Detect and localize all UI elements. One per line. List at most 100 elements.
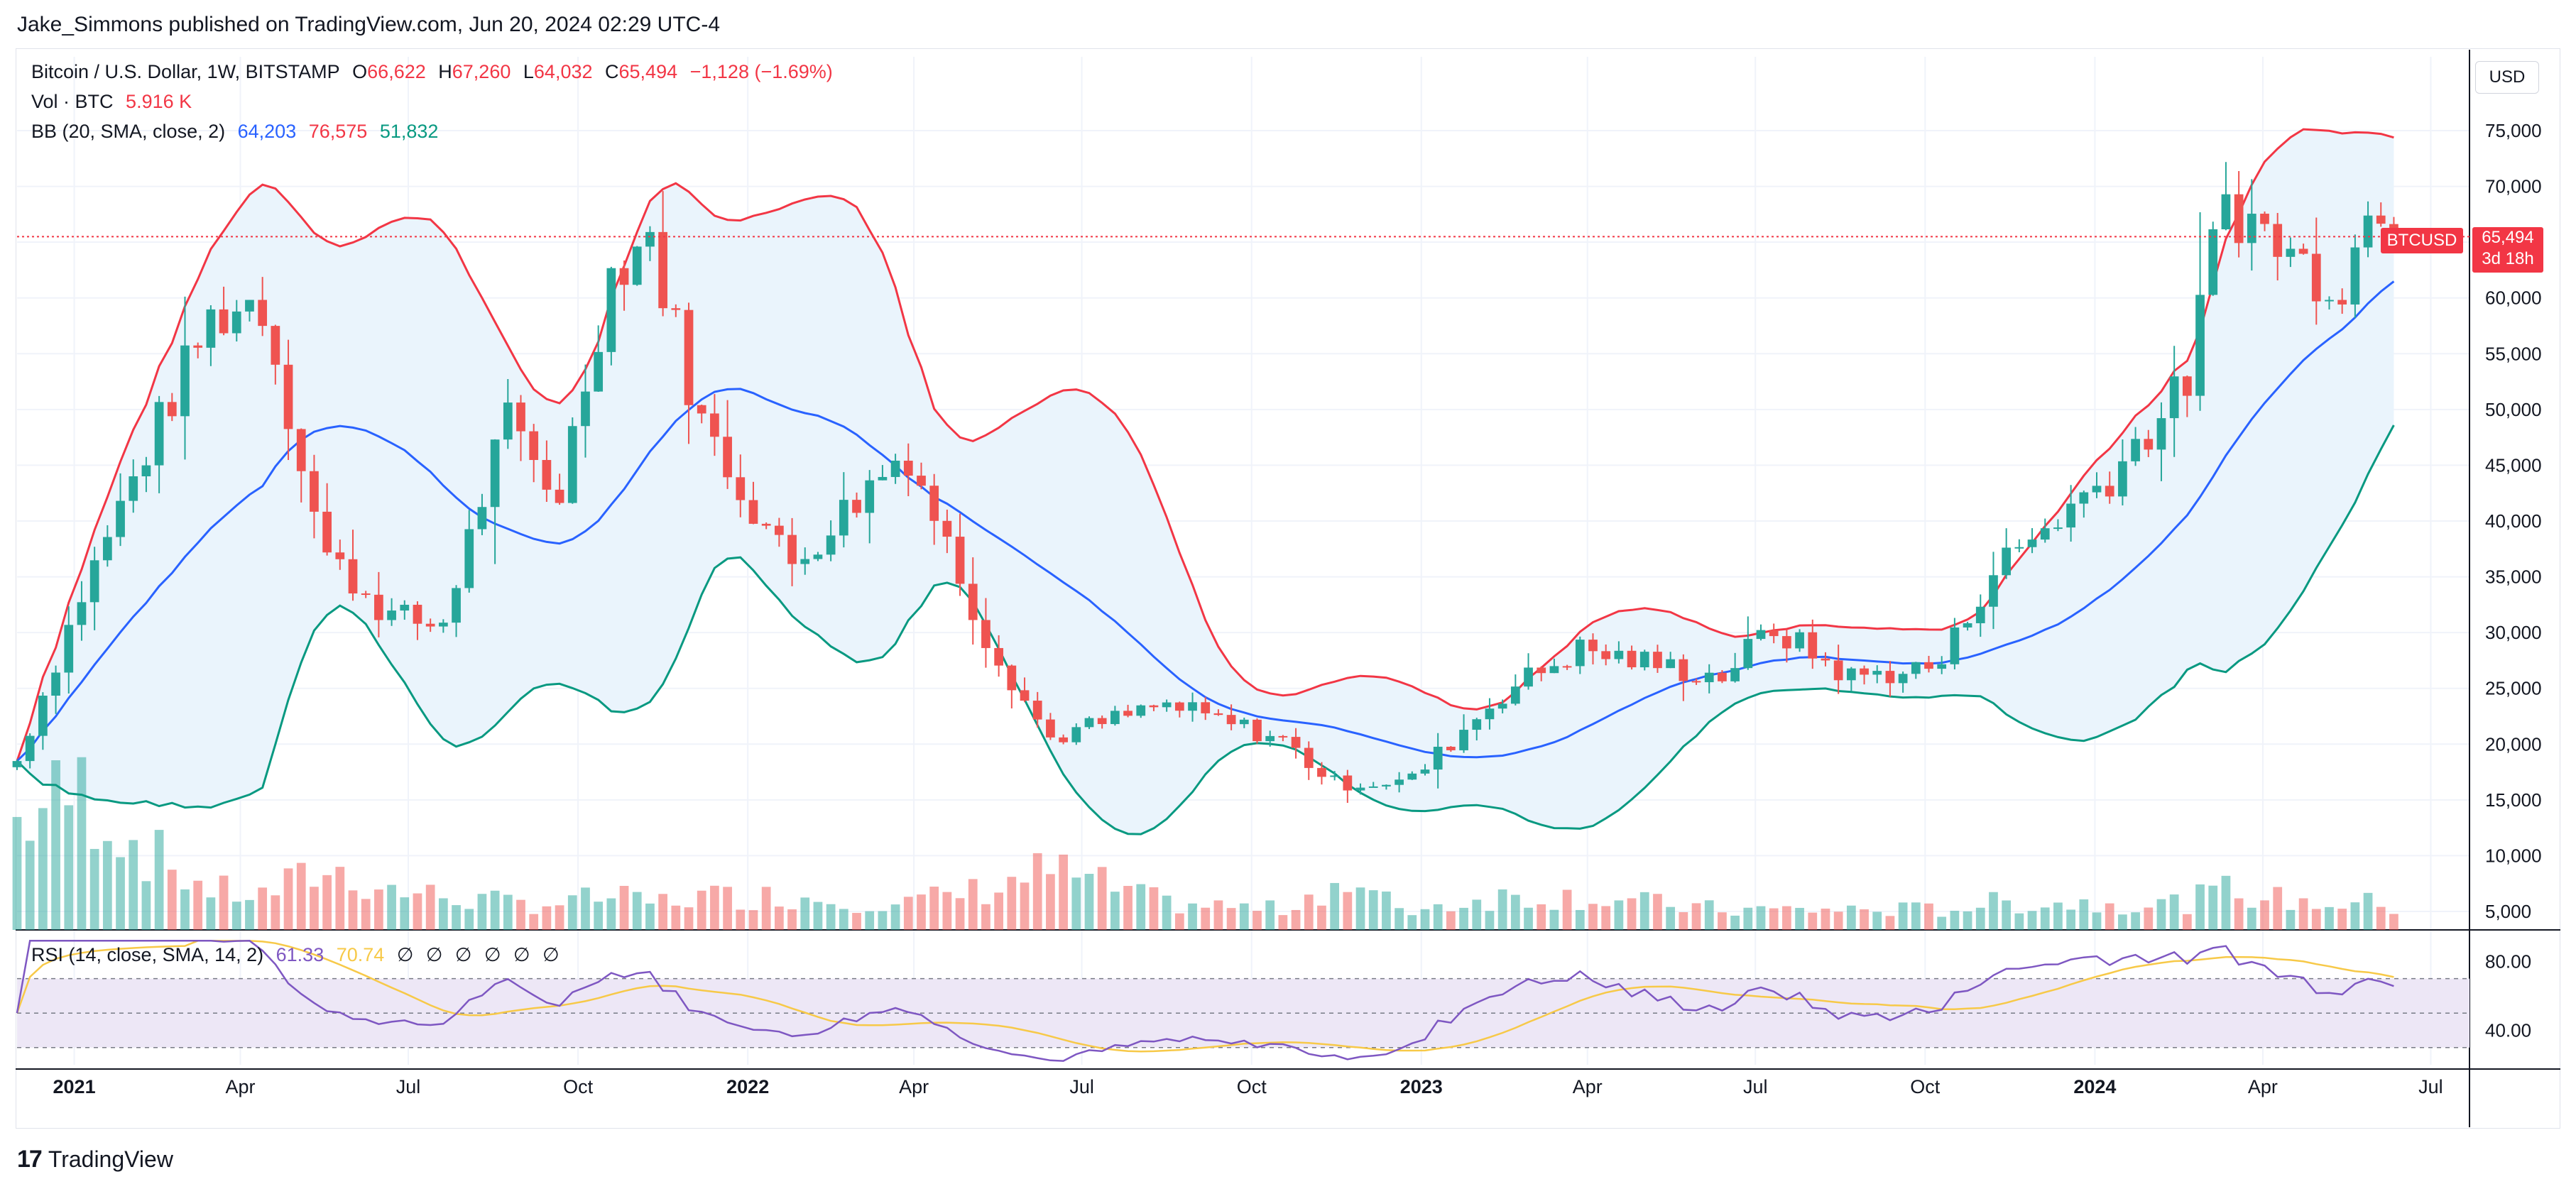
candle-body xyxy=(2376,215,2386,224)
candle-body xyxy=(1975,606,1985,623)
bollinger-band-fill xyxy=(17,129,2394,835)
candle-body xyxy=(1433,746,1443,770)
price-tick-label: 15,000 xyxy=(2485,789,2542,811)
rsi-tick-label: 40.00 xyxy=(2485,1019,2531,1041)
candle-body xyxy=(1743,639,1753,669)
candle-body xyxy=(296,429,306,471)
volume-bar xyxy=(425,884,435,930)
volume-bar xyxy=(361,899,371,930)
volume-bar xyxy=(917,894,926,930)
candle-body xyxy=(2040,528,2050,540)
volume-bar xyxy=(1446,911,1456,930)
legend-change: −1,128 (−1.69%) xyxy=(689,61,833,82)
currency-selector[interactable]: USD xyxy=(2475,61,2539,94)
candle-body xyxy=(942,520,952,537)
time-tick-label: 2023 xyxy=(1400,1076,1443,1097)
volume-bar xyxy=(813,902,823,930)
volume-bar xyxy=(839,909,848,930)
volume-bar xyxy=(2156,899,2166,930)
volume-bar xyxy=(1149,887,1159,930)
candle-body xyxy=(1162,702,1172,708)
legend-vol-value: 5.916 K xyxy=(126,91,192,112)
candle-body xyxy=(2286,248,2296,257)
legend-bb-label[interactable]: BB (20, SMA, close, 2) xyxy=(31,121,226,142)
candle-body xyxy=(2273,224,2283,257)
candle-body xyxy=(2066,503,2075,528)
candle-body xyxy=(231,311,241,334)
legend-rsi-empty-2: ∅ xyxy=(454,944,472,965)
candle-body xyxy=(529,431,539,461)
candle-body xyxy=(116,500,125,537)
time-tick-label: Jul xyxy=(2418,1076,2443,1097)
legend-rsi-empty-0: ∅ xyxy=(396,944,414,965)
volume-bar xyxy=(800,897,810,930)
candle-body xyxy=(671,308,681,310)
legend-high: H67,260 xyxy=(438,61,511,82)
volume-bar xyxy=(710,885,719,930)
candle-body xyxy=(1136,705,1146,716)
volume-bar xyxy=(671,905,681,930)
legend-symbol[interactable]: Bitcoin / U.S. Dollar, 1W, BITSTAMP xyxy=(31,61,340,82)
candle-body xyxy=(51,672,60,696)
candle-body xyxy=(1524,667,1533,687)
volume-bar xyxy=(1382,891,1391,930)
legend-bb: BB (20, SMA, close, 2) 64,203 76,575 51,… xyxy=(31,121,445,143)
volume-bar xyxy=(2273,887,2283,930)
time-tick-label: 2024 xyxy=(2073,1076,2116,1097)
candle-body xyxy=(2169,376,2179,419)
time-tick-label: Jul xyxy=(1069,1076,1094,1097)
candle-body xyxy=(1291,737,1301,748)
volume-bar xyxy=(2286,909,2296,930)
volume-bar xyxy=(1407,915,1417,930)
volume-bar xyxy=(1343,892,1353,930)
volume-bar xyxy=(1639,892,1649,930)
candle-body xyxy=(994,647,1004,666)
bollinger-lower-line xyxy=(16,424,2395,835)
candle-body xyxy=(1032,701,1042,720)
legend-bb-lower: 51,832 xyxy=(379,121,439,142)
candle-body xyxy=(1989,575,1998,607)
volume-bar xyxy=(2221,875,2231,930)
candle-body xyxy=(219,309,229,334)
candle-body xyxy=(1911,662,1921,674)
candle-body xyxy=(1756,630,1766,640)
candle-body xyxy=(2298,248,2308,254)
volume-bar xyxy=(2325,906,2334,930)
candle-body xyxy=(2053,527,2063,530)
candle-body xyxy=(1730,668,1740,681)
candle-body xyxy=(193,345,203,348)
candle-body xyxy=(2363,215,2373,248)
candle-body xyxy=(1420,769,1430,774)
candle-body xyxy=(2027,539,2037,547)
volume-bar xyxy=(219,875,229,930)
volume-bar xyxy=(154,830,164,930)
volume-bar xyxy=(1924,903,1933,930)
candle-body xyxy=(567,426,577,503)
tradingview-logo[interactable]: 17 TradingView xyxy=(17,1146,173,1173)
candle-body xyxy=(684,309,694,405)
candle-body xyxy=(1226,715,1236,725)
volume-bar xyxy=(51,760,60,930)
candle-body xyxy=(903,460,913,476)
candle-body xyxy=(826,535,836,555)
volume-bar xyxy=(1872,911,1882,930)
candle-body xyxy=(1588,640,1598,652)
candle-body xyxy=(1691,681,1701,683)
candle-body xyxy=(2118,461,2127,497)
candle-body xyxy=(1201,702,1211,713)
candle-body xyxy=(1446,746,1456,750)
candle-body xyxy=(555,489,564,503)
volume-bar xyxy=(193,880,203,930)
volume-bar xyxy=(2311,909,2321,930)
volume-bar xyxy=(1459,907,1468,930)
candle-body xyxy=(645,231,655,247)
volume-bar xyxy=(1846,905,1856,930)
candle-body xyxy=(1808,632,1818,659)
legend-vol-label[interactable]: Vol · BTC xyxy=(31,91,114,112)
legend-rsi-label[interactable]: RSI (14, close, SMA, 14, 2) xyxy=(31,944,264,965)
volume-bar xyxy=(1679,911,1688,930)
candle-body xyxy=(748,500,758,524)
price-tick-label: 60,000 xyxy=(2485,287,2542,309)
volume-bar xyxy=(1860,909,1869,930)
